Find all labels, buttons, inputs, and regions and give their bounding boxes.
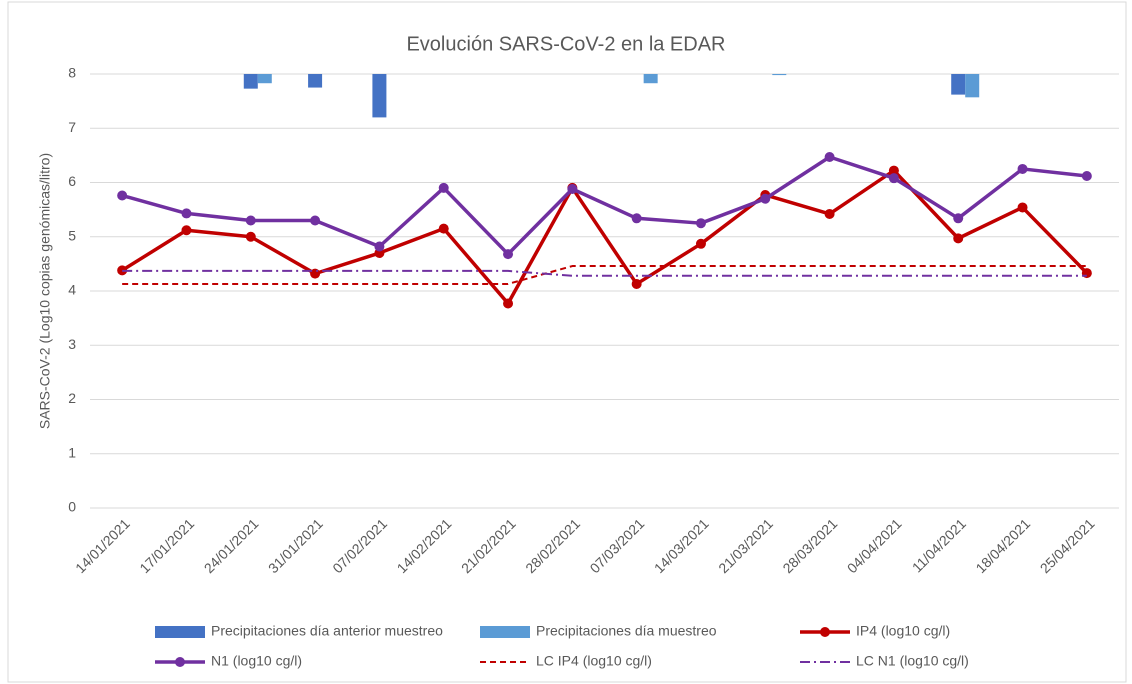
y-tick-label: 3	[68, 336, 76, 352]
y-axis-label: SARS-CoV-2 (Log10 copias genómicas/litro…	[37, 153, 53, 429]
marker	[1017, 163, 1028, 174]
legend-marker	[820, 627, 830, 637]
bar	[643, 74, 658, 84]
marker	[567, 184, 578, 195]
marker	[824, 152, 835, 163]
marker	[438, 223, 449, 234]
y-tick-label: 8	[68, 65, 76, 81]
marker	[631, 213, 642, 224]
chart-title: Evolución SARS-CoV-2 en la EDAR	[406, 33, 725, 55]
marker	[695, 218, 706, 229]
legend-label: N1 (log10 cg/l)	[211, 653, 302, 669]
marker	[1081, 170, 1092, 181]
marker	[953, 213, 964, 224]
legend-label: Precipitaciones día muestreo	[536, 623, 717, 639]
marker	[245, 231, 256, 242]
marker	[181, 208, 192, 219]
y-tick-label: 2	[68, 390, 76, 406]
marker	[631, 278, 642, 289]
line	[122, 265, 1087, 285]
marker	[245, 215, 256, 226]
bar	[772, 74, 787, 76]
marker	[953, 233, 964, 244]
legend-marker	[175, 657, 185, 667]
bar	[951, 74, 966, 95]
marker	[1017, 202, 1028, 213]
marker	[760, 193, 771, 204]
legend-label: Precipitaciones día anterior muestreo	[211, 623, 443, 639]
legend-swatch	[480, 626, 530, 638]
y-tick-label: 5	[68, 227, 76, 243]
bar	[308, 74, 323, 88]
marker	[374, 241, 385, 252]
legend-label: IP4 (log10 cg/l)	[856, 623, 950, 639]
y-tick-label: 7	[68, 119, 76, 135]
y-tick-label: 0	[68, 499, 76, 515]
bar	[243, 74, 258, 89]
marker	[695, 238, 706, 249]
legend-label: LC IP4 (log10 cg/l)	[536, 653, 652, 669]
bar	[965, 74, 980, 98]
marker	[503, 249, 514, 260]
y-tick-label: 4	[68, 282, 76, 298]
bar	[257, 74, 272, 84]
marker	[117, 190, 128, 201]
marker	[438, 182, 449, 193]
line	[121, 155, 1088, 256]
marker	[310, 215, 321, 226]
line	[122, 269, 1087, 277]
marker	[503, 298, 514, 309]
y-tick-label: 6	[68, 173, 76, 189]
legend-label: LC N1 (log10 cg/l)	[856, 653, 969, 669]
marker	[888, 165, 899, 176]
y-tick-label: 1	[68, 444, 76, 460]
marker	[824, 208, 835, 219]
marker	[888, 173, 899, 184]
bar	[372, 74, 387, 118]
legend-swatch	[155, 626, 205, 638]
marker	[181, 225, 192, 236]
chart-border	[7, 1, 1127, 683]
line	[121, 168, 1089, 306]
